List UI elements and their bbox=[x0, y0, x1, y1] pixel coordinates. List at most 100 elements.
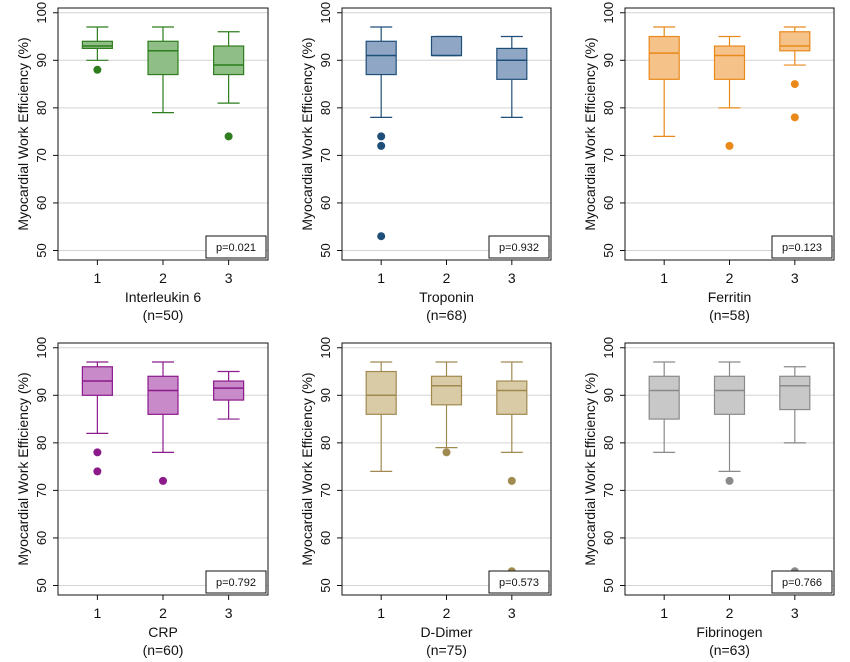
box-1 bbox=[81, 361, 113, 476]
x-tick-label: 1 bbox=[377, 270, 385, 286]
p-value-label: p=0.021 bbox=[216, 242, 256, 254]
x-tick-label: 3 bbox=[508, 605, 516, 621]
y-tick-label: 90 bbox=[601, 53, 616, 67]
p-value-label: p=0.123 bbox=[782, 242, 822, 254]
x-axis-sample-size: (n=50) bbox=[143, 307, 184, 323]
iqr-box bbox=[496, 380, 528, 415]
x-tick-label: 1 bbox=[660, 605, 668, 621]
x-axis-label: Troponin bbox=[419, 289, 474, 305]
y-tick-label: 90 bbox=[601, 388, 616, 402]
x-tick-label: 3 bbox=[508, 270, 516, 286]
box-2 bbox=[430, 361, 463, 457]
y-tick-label: 50 bbox=[601, 578, 616, 592]
box-1 bbox=[648, 26, 680, 137]
y-tick-label: 60 bbox=[34, 196, 49, 210]
y-tick-label: 50 bbox=[601, 243, 616, 257]
iqr-box bbox=[213, 45, 245, 76]
outlier-point bbox=[377, 132, 386, 141]
iqr-box bbox=[779, 375, 811, 411]
x-tick-label: 2 bbox=[726, 270, 734, 286]
iqr-box bbox=[147, 40, 179, 76]
x-tick-label: 2 bbox=[159, 270, 167, 286]
y-tick-label: 80 bbox=[318, 436, 333, 450]
x-axis-label: Fibrinogen bbox=[696, 624, 762, 640]
y-tick-label: 70 bbox=[601, 148, 616, 162]
y-axis-label: Myocardial Work Efficiency (%) bbox=[299, 37, 315, 230]
iqr-box bbox=[147, 375, 179, 415]
x-tick-label: 1 bbox=[93, 270, 101, 286]
y-axis-label: Myocardial Work Efficiency (%) bbox=[15, 37, 31, 230]
y-tick-label: 50 bbox=[34, 243, 49, 257]
outlier-point bbox=[159, 476, 167, 485]
y-axis-label: Myocardial Work Efficiency (%) bbox=[15, 372, 31, 565]
y-axis-label: Myocardial Work Efficiency (%) bbox=[582, 37, 598, 230]
x-tick-label: 3 bbox=[225, 605, 233, 621]
x-axis-label: CRP bbox=[148, 624, 178, 640]
iqr-box bbox=[779, 31, 811, 52]
x-tick-label: 1 bbox=[660, 270, 668, 286]
y-tick-label: 80 bbox=[601, 436, 616, 450]
box-3 bbox=[496, 35, 528, 118]
outlier-point bbox=[224, 132, 233, 141]
outlier-point bbox=[377, 232, 386, 241]
iqr-box bbox=[713, 375, 746, 415]
y-tick-label: 60 bbox=[318, 196, 333, 210]
x-tick-label: 2 bbox=[443, 605, 451, 621]
x-tick-label: 1 bbox=[93, 605, 101, 621]
x-tick-label: 3 bbox=[791, 270, 799, 286]
x-axis-label: Interleukin 6 bbox=[125, 289, 201, 305]
y-tick-label: 100 bbox=[601, 337, 616, 359]
x-axis-label: D-Dimer bbox=[420, 624, 472, 640]
y-tick-label: 70 bbox=[318, 148, 333, 162]
p-value-box bbox=[205, 235, 267, 259]
iqr-box bbox=[365, 40, 397, 76]
box-2 bbox=[147, 26, 179, 114]
p-value-box bbox=[771, 570, 833, 594]
y-tick-label: 60 bbox=[34, 531, 49, 545]
box-3 bbox=[213, 370, 245, 420]
y-tick-label: 80 bbox=[601, 101, 616, 115]
outlier-point bbox=[93, 448, 102, 457]
y-tick-label: 60 bbox=[318, 531, 333, 545]
y-tick-label: 60 bbox=[601, 196, 616, 210]
box-1 bbox=[648, 361, 680, 453]
outlier-point bbox=[790, 113, 799, 122]
p-value-box bbox=[488, 570, 550, 594]
x-tick-label: 3 bbox=[225, 270, 233, 286]
y-tick-label: 100 bbox=[318, 2, 333, 24]
x-tick-label: 3 bbox=[791, 605, 799, 621]
x-axis-sample-size: (n=63) bbox=[709, 642, 750, 658]
box-2 bbox=[713, 35, 746, 150]
box-1 bbox=[81, 26, 113, 74]
x-axis-sample-size: (n=68) bbox=[426, 307, 467, 323]
box-3 bbox=[496, 361, 528, 576]
p-value-box bbox=[488, 235, 550, 259]
box-2 bbox=[430, 35, 463, 57]
y-tick-label: 90 bbox=[318, 388, 333, 402]
y-tick-label: 90 bbox=[34, 53, 49, 67]
outlier-point bbox=[93, 467, 102, 476]
y-tick-label: 80 bbox=[318, 101, 333, 115]
box-3 bbox=[213, 31, 245, 141]
iqr-box bbox=[213, 380, 245, 401]
outlier-point bbox=[93, 65, 102, 74]
x-axis-sample-size: (n=60) bbox=[143, 642, 184, 658]
y-tick-label: 60 bbox=[601, 531, 616, 545]
outlier-point bbox=[507, 476, 516, 485]
iqr-box bbox=[713, 45, 746, 80]
x-axis-label: Ferritin bbox=[708, 289, 752, 305]
iqr-box bbox=[430, 35, 463, 57]
box-3 bbox=[779, 26, 811, 122]
y-tick-label: 100 bbox=[34, 337, 49, 359]
box-3 bbox=[779, 366, 811, 576]
p-value-label: p=0.792 bbox=[216, 577, 256, 589]
box-2 bbox=[147, 361, 179, 485]
outlier-point bbox=[790, 80, 799, 89]
y-tick-label: 70 bbox=[601, 483, 616, 497]
p-value-box bbox=[205, 570, 267, 594]
y-tick-label: 100 bbox=[318, 337, 333, 359]
